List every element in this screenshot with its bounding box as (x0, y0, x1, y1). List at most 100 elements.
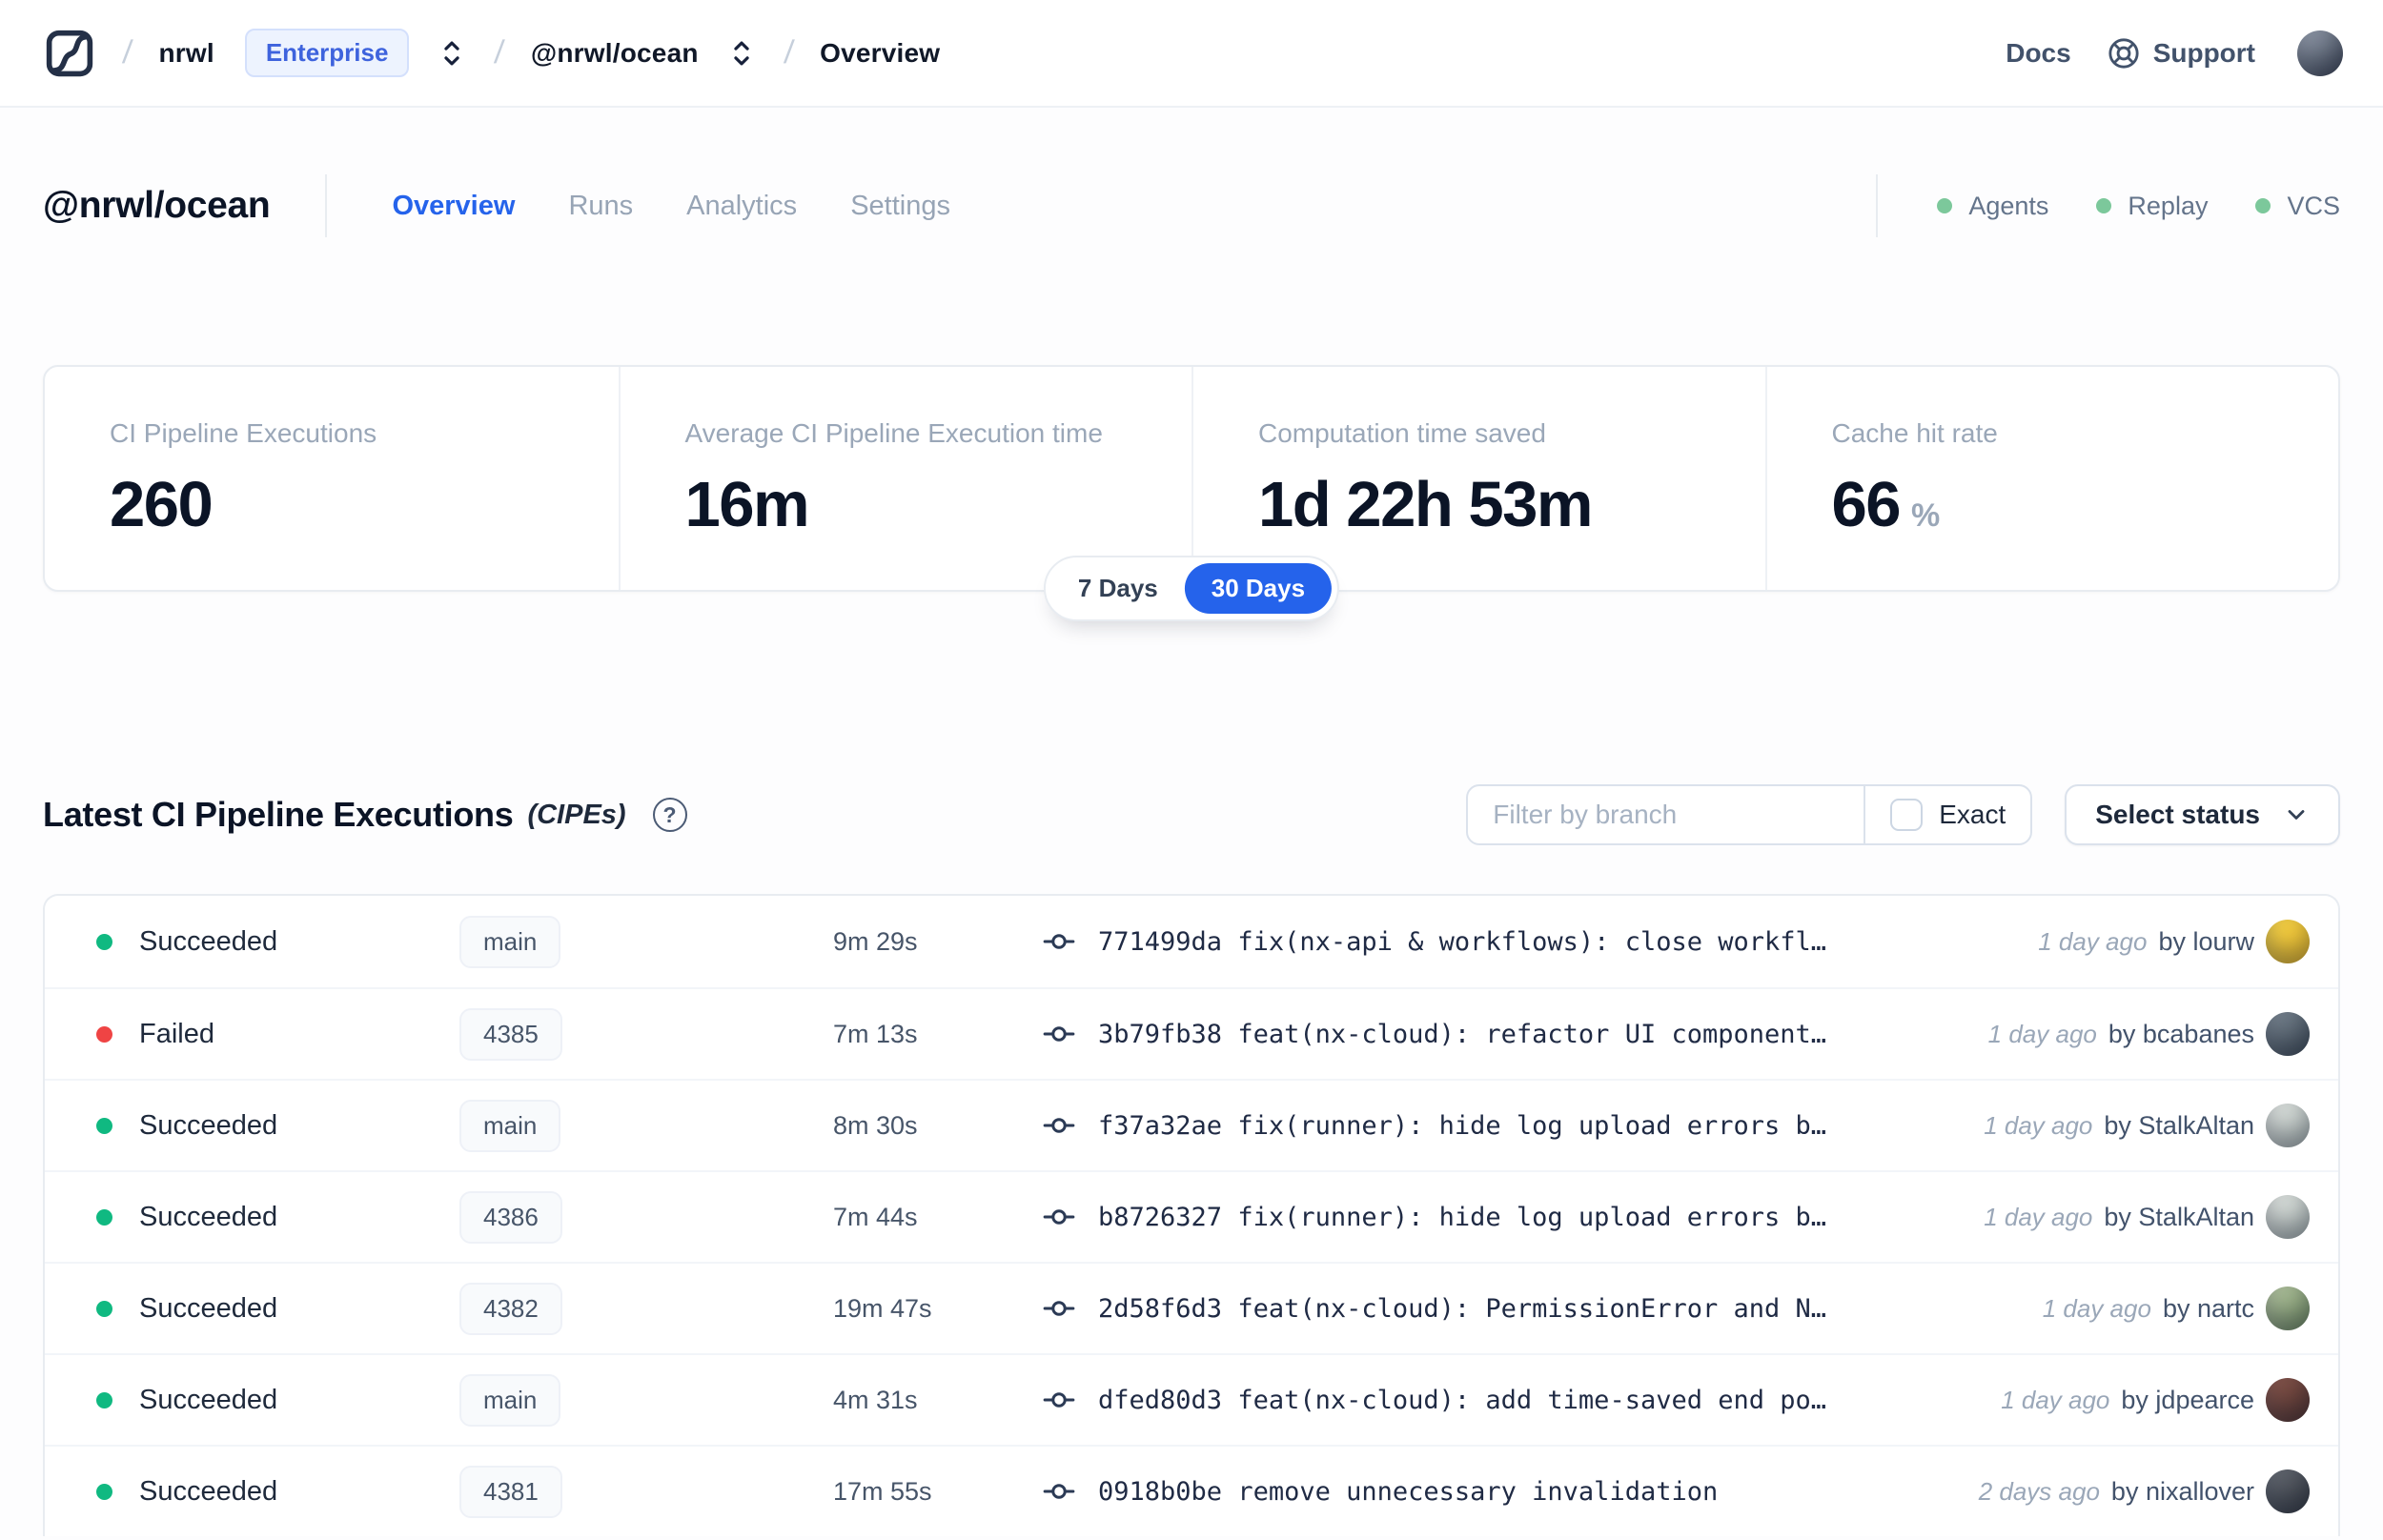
commit-message: fix(runner): hide log upload errors b… (1237, 1110, 1827, 1141)
nx-cloud-logo-icon[interactable] (43, 27, 96, 80)
status-label: Succeeded (139, 1384, 278, 1415)
tab-analytics[interactable]: Analytics (686, 190, 798, 221)
feature-vcs: VCS (2255, 192, 2340, 221)
feature-vcs-label: VCS (2287, 191, 2340, 220)
docs-link[interactable]: Docs (2006, 37, 2071, 68)
range-7-days-button[interactable]: 7 Days (1077, 574, 1158, 602)
exact-checkbox[interactable] (1890, 799, 1924, 831)
feature-agents-label: Agents (1968, 191, 2049, 220)
git-commit-icon (1043, 1118, 1075, 1133)
commit-hash: dfed80d3 (1098, 1385, 1223, 1415)
author-avatar[interactable] (2266, 920, 2310, 963)
support-link[interactable]: Support (2108, 37, 2255, 70)
git-commit-icon (1043, 1484, 1075, 1499)
commit-message: feat(nx-cloud): PermissionError and N… (1237, 1293, 1827, 1324)
workspace-header: @nrwl/ocean Overview Runs Analytics Sett… (43, 174, 2340, 237)
feature-status-list: Agents Replay VCS (1876, 174, 2340, 237)
status-select-label: Select status (2095, 800, 2260, 829)
commit-cell: f37a32ae fix(runner): hide log upload er… (1043, 1109, 1984, 1142)
tab-overview[interactable]: Overview (392, 190, 516, 221)
breadcrumb: / nrwl Enterprise / @nrwl/ocean / Overvi… (43, 27, 940, 80)
commit-text[interactable]: 771499da fix(nx-api & workflows): close … (1098, 927, 1826, 957)
author-avatar[interactable] (2266, 1195, 2310, 1239)
divider (1864, 786, 1866, 843)
table-row[interactable]: Succeeded 4381 17m 55s 0918b0be remove u… (45, 1445, 2338, 1536)
branch-cell: main (459, 1099, 561, 1152)
git-commit-icon (1043, 1301, 1075, 1316)
commit-text[interactable]: 0918b0be remove unnecessary invalidation (1098, 1477, 1718, 1507)
table-row[interactable]: Succeeded main 9m 29s 771499da fix(nx-ap… (45, 896, 2338, 987)
table-row[interactable]: Succeeded main 4m 31s dfed80d3 feat(nx-c… (45, 1353, 2338, 1445)
status-cell: Succeeded (96, 1385, 459, 1416)
branch-badge[interactable]: main (459, 915, 561, 968)
branch-badge[interactable]: main (459, 1373, 561, 1427)
status-label: Failed (139, 1018, 214, 1049)
branch-badge[interactable]: 4382 (459, 1282, 562, 1335)
page-title: @nrwl/ocean (43, 185, 271, 226)
exact-match-toggle[interactable]: Exact (1865, 786, 2030, 843)
commit-message: feat(nx-cloud): add time-saved end po… (1237, 1385, 1827, 1415)
user-avatar[interactable] (2297, 30, 2343, 76)
top-bar-actions: Docs Support (2006, 30, 2343, 76)
breadcrumb-org[interactable]: nrwl (158, 37, 214, 68)
commit-text[interactable]: dfed80d3 feat(nx-cloud): add time-saved … (1098, 1386, 1826, 1415)
commit-time: 1 day ago (1984, 1110, 2093, 1140)
branch-badge[interactable]: 4385 (459, 1007, 562, 1061)
date-range-toggle: 7 Days 30 Days (1043, 556, 1340, 621)
cipe-section-header: Latest CI Pipeline Executions (CIPEs) ? … (43, 784, 2340, 845)
status-dot-icon (96, 933, 112, 950)
branch-badge[interactable]: 4381 (459, 1465, 562, 1518)
status-cell: Succeeded (96, 1476, 459, 1508)
tab-settings[interactable]: Settings (850, 190, 950, 221)
status-dot-icon (96, 1025, 112, 1043)
green-dot-icon (2255, 198, 2271, 213)
help-icon[interactable]: ? (652, 798, 687, 832)
commit-text[interactable]: 3b79fb38 feat(nx-cloud): refactor UI com… (1098, 1020, 1826, 1049)
author-avatar[interactable] (2266, 1104, 2310, 1147)
commit-text[interactable]: 2d58f6d3 feat(nx-cloud): PermissionError… (1098, 1294, 1826, 1324)
author-avatar[interactable] (2266, 1378, 2310, 1422)
branch-cell: 4385 (459, 1007, 562, 1061)
table-row[interactable]: Succeeded 4386 7m 44s b8726327 fix(runne… (45, 1170, 2338, 1262)
status-select-dropdown[interactable]: Select status (2065, 784, 2340, 845)
breadcrumb-workspace[interactable]: @nrwl/ocean (530, 37, 699, 68)
tab-runs[interactable]: Runs (568, 190, 634, 221)
table-row[interactable]: Succeeded 4382 19m 47s 2d58f6d3 feat(nx-… (45, 1262, 2338, 1353)
divider (1876, 174, 1879, 237)
table-row[interactable]: Failed 4385 7m 13s 3b79fb38 feat(nx-clou… (45, 987, 2338, 1079)
commit-message: fix(nx-api & workflows): close workfl… (1237, 926, 1827, 957)
workspace-switcher-chevron-icon[interactable] (727, 37, 756, 70)
branch-filter-group: Exact (1466, 784, 2033, 845)
stat-label: Cache hit rate (1831, 418, 1998, 448)
stats-card: CI Pipeline Executions 260 Average CI Pi… (43, 365, 2340, 621)
stat-ci-pipeline-executions: CI Pipeline Executions 260 (45, 367, 619, 590)
status-label: Succeeded (139, 1292, 278, 1324)
branch-badge[interactable]: 4386 (459, 1190, 562, 1244)
duration-label: 17m 55s (833, 1476, 932, 1506)
commit-message: remove unnecessary invalidation (1237, 1476, 1719, 1507)
divider (325, 174, 328, 237)
branch-badge[interactable]: main (459, 1099, 561, 1152)
author-avatar[interactable] (2266, 1469, 2310, 1513)
commit-text[interactable]: f37a32ae fix(runner): hide log upload er… (1098, 1111, 1826, 1141)
commit-cell: b8726327 fix(runner): hide log upload er… (1043, 1201, 1984, 1233)
commit-time: 1 day ago (2001, 1385, 2110, 1414)
lifebuoy-icon (2108, 37, 2139, 69)
branch-filter-input[interactable] (1468, 786, 1864, 843)
enterprise-badge: Enterprise (244, 29, 410, 77)
commit-text[interactable]: b8726327 fix(runner): hide log upload er… (1098, 1203, 1826, 1232)
branch-cell: 4381 (459, 1465, 562, 1518)
range-30-days-button[interactable]: 30 Days (1184, 563, 1333, 614)
duration-label: 7m 13s (833, 1019, 918, 1048)
commit-author: by nixallover (2110, 1476, 2254, 1506)
table-row[interactable]: Succeeded main 8m 30s f37a32ae fix(runne… (45, 1079, 2338, 1170)
status-dot-icon (96, 1117, 112, 1134)
stat-average-execution-time: Average CI Pipeline Execution time 16m (618, 367, 1192, 590)
exact-label: Exact (1939, 800, 2006, 829)
commit-meta: 1 day ago by nartc (2043, 1287, 2310, 1330)
stat-label: CI Pipeline Executions (110, 418, 377, 448)
author-avatar[interactable] (2266, 1287, 2310, 1330)
org-switcher-chevron-icon[interactable] (438, 37, 466, 70)
branch-cell: 4386 (459, 1190, 562, 1244)
author-avatar[interactable] (2266, 1012, 2310, 1056)
